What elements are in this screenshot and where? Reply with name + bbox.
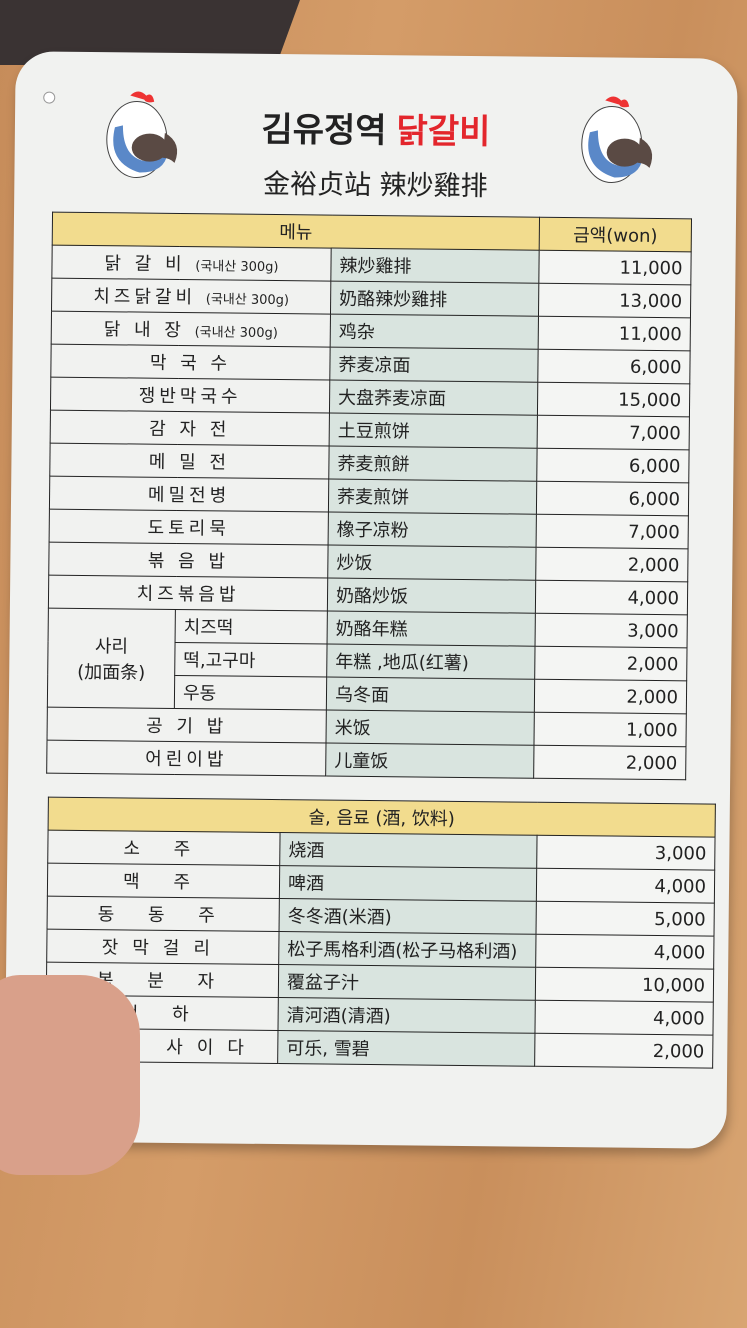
item-chinese: 乌冬面 xyxy=(326,677,535,713)
item-price: 2,000 xyxy=(534,679,687,714)
title-dakgalbi: 닭갈비 xyxy=(396,111,491,153)
table-row: 콜라, 사이다 可乐, 雪碧 2,000 xyxy=(45,1028,713,1069)
item-name: 닭 갈 비 xyxy=(104,253,186,276)
drink-price: 10,000 xyxy=(535,967,714,1003)
drink-chinese: 烧酒 xyxy=(279,832,538,869)
item-price: 11,000 xyxy=(538,316,691,351)
item-chinese: 辣炒雞排 xyxy=(330,248,540,284)
drink-name: 맥 주 xyxy=(47,863,280,899)
item-price: 6,000 xyxy=(536,481,689,516)
item-price: 3,000 xyxy=(535,613,688,648)
sari-label-chinese: (加面条) xyxy=(77,661,146,684)
item-price: 7,000 xyxy=(536,514,689,549)
item-name: 메 밀 전 xyxy=(148,451,231,474)
drink-name: 소 주 xyxy=(47,830,281,866)
item-name: 우동 xyxy=(174,675,327,711)
item-name-cell: 닭 내 장 (국내산 300g) xyxy=(51,311,331,348)
item-name: 쟁반막국수 xyxy=(138,385,242,408)
item-chinese: 米饭 xyxy=(325,710,535,746)
drink-price: 4,000 xyxy=(535,934,714,970)
item-name: 떡,고구마 xyxy=(174,642,328,678)
item-note: (국내산 300g) xyxy=(195,259,279,276)
item-chinese: 土豆煎饼 xyxy=(329,413,538,449)
item-name: 공 기 밥 xyxy=(47,707,327,744)
item-price: 2,000 xyxy=(534,646,688,681)
item-price: 6,000 xyxy=(536,448,690,483)
item-name: 치즈볶음밥 xyxy=(136,583,240,606)
item-name: 치즈닭갈비 xyxy=(93,286,197,309)
item-name: 어린이밥 xyxy=(46,740,326,777)
item-price: 7,000 xyxy=(537,415,690,450)
item-name: 감 자 전 xyxy=(149,418,231,441)
item-price: 2,000 xyxy=(533,745,686,780)
food-menu-table: 메뉴 금액(won) 닭 갈 비 (국내산 300g) 辣炒雞排 11,000 치즈닭… xyxy=(46,212,692,781)
chicken-mascot-icon xyxy=(581,96,653,183)
item-name: 치즈떡 xyxy=(175,609,328,645)
table-row: 사리 (加面条) 치즈떡 奶酪年糕 3,000 xyxy=(47,608,688,709)
item-chinese: 奶酪炒饭 xyxy=(327,578,536,614)
drink-chinese: 覆盆子汁 xyxy=(278,964,536,1001)
drink-price: 2,000 xyxy=(534,1033,713,1069)
subtitle: 金裕贞站 辣炒雞排 xyxy=(262,168,488,203)
column-header-price: 금액(won) xyxy=(539,217,692,252)
item-note: (국내산 300g) xyxy=(194,325,278,342)
item-name-cell: 메 밀 전 xyxy=(49,443,330,480)
page-title: 김유정역 닭갈비 xyxy=(15,99,737,156)
chicken-mascot-icon xyxy=(106,91,178,179)
sari-label: 사리 xyxy=(94,636,129,658)
item-name-cell: 도토리묵 xyxy=(49,509,329,546)
item-price: 13,000 xyxy=(538,283,691,318)
title-korean: 김유정역 xyxy=(261,109,387,152)
item-name: 볶 음 밥 xyxy=(147,550,230,573)
item-name: 막 국 수 xyxy=(149,352,232,375)
item-chinese: 年糕 ,地瓜(红薯) xyxy=(326,644,536,680)
item-price: 15,000 xyxy=(537,382,690,417)
item-chinese: 荞麦凉面 xyxy=(329,347,539,383)
item-name: 도토리묵 xyxy=(147,517,230,540)
item-name-cell: 막 국 수 xyxy=(50,344,331,381)
item-name-cell: 닭 갈 비 (국내산 300g) xyxy=(51,245,332,282)
drink-chinese: 啤酒 xyxy=(279,865,537,902)
item-price: 11,000 xyxy=(538,250,692,285)
table-row: 어린이밥 儿童饭 2,000 xyxy=(46,740,686,780)
item-name-cell: 치즈닭갈비 (국내산 300g) xyxy=(51,278,331,315)
item-name: 메밀전병 xyxy=(147,484,231,507)
item-chinese: 炒饭 xyxy=(327,545,537,581)
item-price: 4,000 xyxy=(535,580,688,615)
menu-board: 김유정역 닭갈비 金裕贞站 辣炒雞排 메뉴 금액(won) 닭 갈 비 (국내산 … xyxy=(4,51,738,1149)
drink-price: 5,000 xyxy=(536,901,715,937)
drink-name: 잣막걸리 xyxy=(46,929,280,965)
item-note: (국내산 300g) xyxy=(205,292,290,309)
drink-price: 3,000 xyxy=(536,835,716,871)
item-chinese: 大盘荞麦凉面 xyxy=(329,380,538,416)
item-name-cell: 볶 음 밥 xyxy=(48,542,329,579)
item-price: 2,000 xyxy=(535,547,689,582)
drink-chinese: 松子馬格利酒(松子马格利酒) xyxy=(278,931,537,968)
item-price: 6,000 xyxy=(537,349,691,384)
item-price: 1,000 xyxy=(533,712,687,747)
item-name-cell: 감 자 전 xyxy=(50,410,330,447)
drink-name: 동 동 주 xyxy=(47,896,280,932)
column-header-menu: 메뉴 xyxy=(52,212,540,251)
item-name-cell: 쟁반막국수 xyxy=(50,377,330,414)
item-name-cell: 메밀전병 xyxy=(49,476,329,513)
item-chinese: 荞麦煎饼 xyxy=(328,479,537,515)
sari-cell: 사리 (加面条) xyxy=(47,608,176,709)
item-name-cell: 치즈볶음밥 xyxy=(48,575,328,612)
item-name: 닭 내 장 xyxy=(103,319,185,342)
hand xyxy=(0,975,140,1175)
drink-chinese: 清河酒(清酒) xyxy=(277,997,536,1034)
drink-price: 4,000 xyxy=(534,1000,714,1036)
item-chinese: 儿童饭 xyxy=(325,743,534,779)
item-chinese: 奶酪年糕 xyxy=(327,611,536,647)
item-chinese: 鸡杂 xyxy=(330,314,539,350)
drink-chinese: 冬冬酒(米酒) xyxy=(279,898,537,935)
item-chinese: 橡子凉粉 xyxy=(328,512,537,548)
item-chinese: 荞麦煎餅 xyxy=(328,446,538,482)
drink-price: 4,000 xyxy=(536,868,715,904)
drink-chinese: 可乐, 雪碧 xyxy=(277,1030,535,1067)
item-chinese: 奶酪辣炒雞排 xyxy=(330,281,539,317)
